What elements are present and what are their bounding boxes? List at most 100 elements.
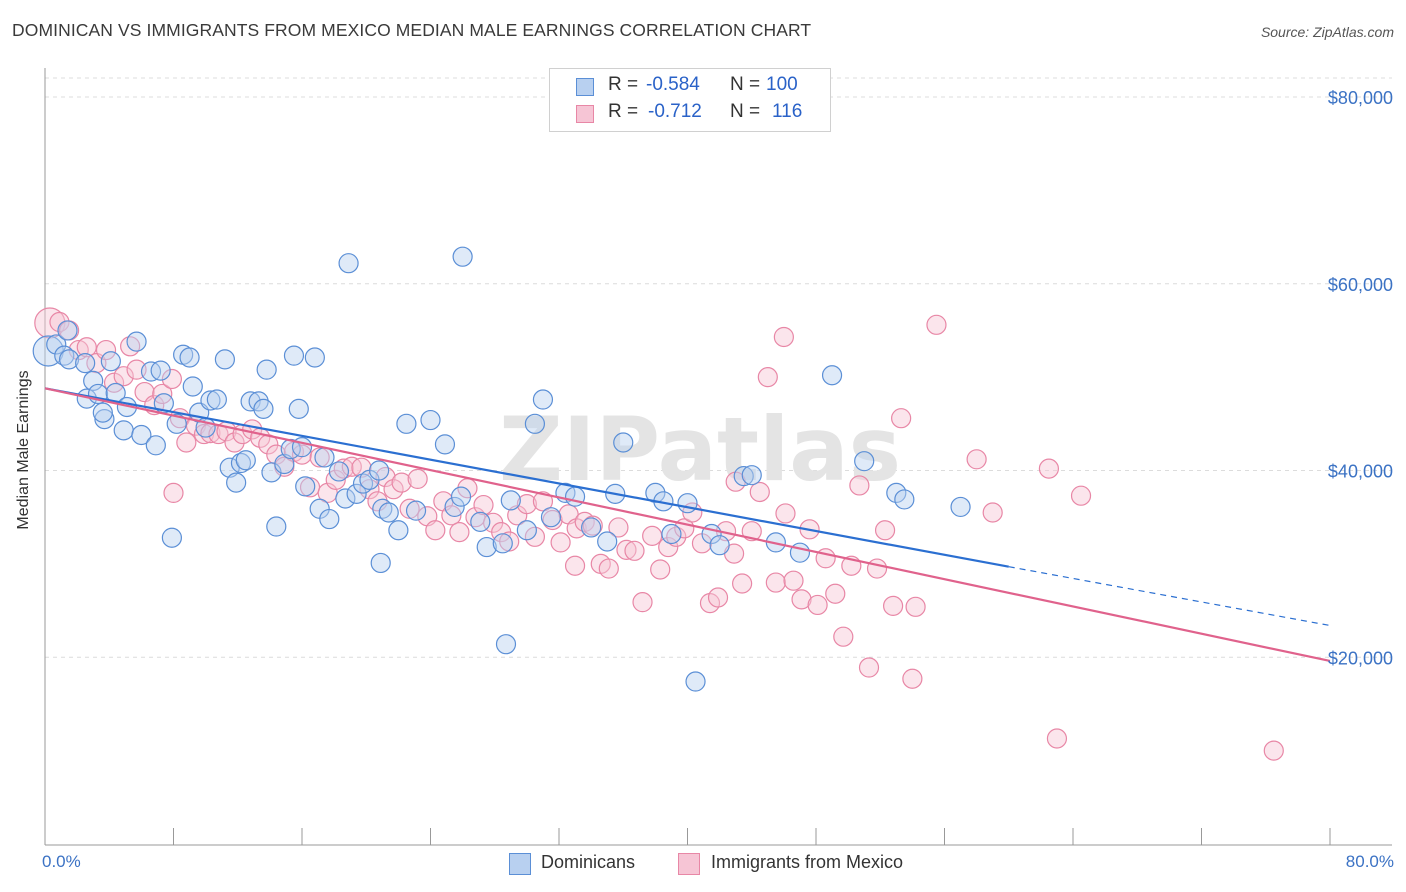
x-tick-right: 80.0%	[1345, 852, 1394, 871]
mexico-point	[874, 520, 896, 541]
mexico-point	[1070, 485, 1092, 506]
mexico-point	[598, 558, 619, 579]
dominican-point	[420, 409, 441, 431]
mexico-point	[833, 626, 854, 647]
dominican-point	[100, 351, 121, 372]
legend-n-value: 116	[772, 101, 803, 122]
dominican-point	[500, 490, 521, 511]
dominican-point	[894, 489, 915, 510]
y-tick-label: $60,000	[1328, 275, 1393, 295]
mexico-point	[550, 532, 571, 553]
legend-n-value: 100	[766, 74, 798, 95]
mexico-point	[516, 494, 537, 515]
dominican-point	[338, 253, 359, 274]
legend-r-label: R =	[608, 74, 639, 95]
mexico-point	[193, 423, 215, 445]
mexico-point	[749, 481, 770, 503]
dominican-point	[369, 460, 390, 481]
mexico-point	[658, 536, 679, 558]
dominican-point	[335, 488, 356, 509]
dominican-point	[161, 527, 182, 548]
dominican-point	[214, 349, 235, 370]
mexico-point	[707, 587, 729, 608]
mexico-point	[608, 517, 629, 538]
mexico-point	[902, 668, 923, 689]
mexico-point	[849, 475, 870, 496]
mexico-point	[524, 526, 546, 547]
dominican-point	[304, 347, 325, 368]
dominican-point	[253, 398, 274, 419]
dominican-point	[235, 450, 256, 471]
dominican-point	[319, 508, 340, 530]
mexico-point	[775, 503, 796, 524]
mexico-point	[616, 539, 637, 560]
dominican-point	[532, 389, 554, 410]
dominican-point	[950, 496, 971, 518]
y-tick-labels: $20,000 $40,000 $60,000 $80,000	[1328, 88, 1393, 668]
mexico-point	[1263, 740, 1284, 761]
mexico-point	[163, 482, 184, 504]
y-tick-label: $20,000	[1328, 648, 1393, 668]
mexico-point	[807, 594, 828, 616]
mexico-point	[113, 366, 134, 387]
dominican-point	[677, 493, 698, 514]
dominican-point	[886, 482, 907, 504]
dominican-point	[58, 349, 80, 370]
mexico-point	[632, 592, 653, 613]
mexico-point	[882, 595, 904, 616]
dominican-point	[854, 451, 875, 472]
dominican-point	[240, 391, 261, 412]
mexico-point	[95, 339, 117, 361]
dominican-point	[378, 502, 399, 523]
mexico-point	[783, 570, 804, 591]
dominican-point	[540, 507, 562, 528]
dominican-point	[266, 516, 287, 537]
mexico-point	[425, 520, 446, 541]
dominican-point	[661, 523, 682, 545]
dominican-point	[46, 334, 67, 355]
mexico-point	[564, 555, 586, 576]
dominican-point	[83, 370, 104, 391]
dominican-point	[685, 671, 706, 692]
dominican-point	[709, 535, 730, 556]
dominican-point	[256, 359, 277, 380]
dominican-point	[145, 435, 166, 456]
dominican-point	[283, 345, 305, 366]
legend-swatch-blue	[576, 78, 594, 96]
dominican-point	[182, 376, 203, 397]
mexico-trend-line	[44, 387, 1331, 663]
mexico-point	[449, 522, 470, 543]
dominican-point	[524, 413, 546, 434]
dominican-point	[166, 413, 187, 434]
mexico-point	[391, 472, 412, 493]
mexico-point	[407, 468, 428, 490]
dominican-point	[94, 409, 115, 430]
mexico-point	[825, 583, 846, 604]
mexico-point	[757, 367, 778, 388]
dominican-point	[179, 347, 200, 368]
dominican-point	[295, 476, 316, 497]
y-tick-label: $80,000	[1328, 88, 1393, 108]
dominican-point	[200, 390, 221, 411]
mexico-points	[34, 307, 1284, 761]
mexico-point	[926, 314, 947, 335]
x-tick-left: 0.0%	[42, 852, 81, 871]
legend-r-value: -0.584	[646, 74, 700, 95]
mexico-point	[1046, 728, 1068, 749]
dominican-point	[396, 413, 417, 434]
dominican-trend-line	[44, 387, 1009, 568]
dominican-point	[352, 473, 374, 494]
mexico-point	[176, 432, 197, 453]
dominican-point	[516, 520, 537, 541]
dominican-point	[645, 482, 666, 504]
mexico-point	[566, 518, 587, 539]
dominican-point	[346, 483, 367, 504]
dominican-point	[126, 331, 147, 352]
chart-title: DOMINICAN VS IMMIGRANTS FROM MEXICO MEDI…	[12, 20, 812, 40]
mexico-point	[858, 657, 880, 678]
y-tick-label: $40,000	[1328, 462, 1393, 482]
dominican-point	[328, 461, 350, 482]
mexico-point	[309, 447, 330, 468]
dominican-point	[613, 432, 634, 453]
